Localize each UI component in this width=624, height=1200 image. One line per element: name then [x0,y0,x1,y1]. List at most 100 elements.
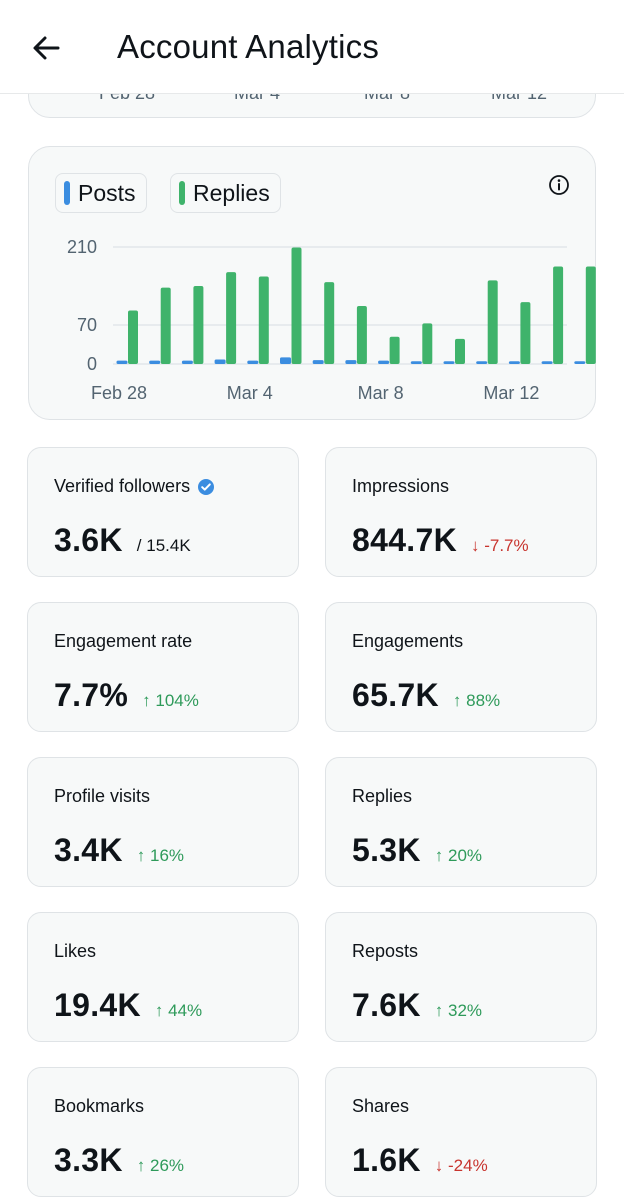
metric-value-row: 5.3K ↑ 20% [352,832,482,869]
metric-card-shares[interactable]: Shares 1.6K ↓ -24% [325,1067,597,1197]
metric-label: Verified followers [54,476,215,497]
replies-bar[interactable] [193,286,204,364]
metric-total: / 15.4K [136,536,191,555]
posts-bar[interactable] [181,360,193,364]
metric-card-verified-followers[interactable]: Verified followers 3.6K / 15.4K [27,447,299,577]
metric-change: ↑ 88% [452,691,501,710]
posts-bar[interactable] [508,361,520,364]
y-tick-label: 0 [87,354,97,374]
posts-swatch [64,181,70,205]
replies-bar[interactable] [356,306,367,364]
metric-label: Replies [352,786,412,807]
metric-value-row: 3.4K ↑ 16% [54,832,184,869]
metric-value: 19.4K [54,987,141,1023]
back-button[interactable] [28,30,64,66]
replies-bar[interactable] [585,266,596,365]
metric-label-text: Profile visits [54,786,151,806]
metric-change: ↑ 104% [142,691,199,710]
replies-bar[interactable] [487,280,498,364]
posts-bar[interactable] [280,357,291,364]
metric-change: ↑ 32% [434,1001,483,1020]
top-app-bar: Account Analytics [0,0,624,94]
metric-label-text: Engagement rate [54,631,193,651]
metric-value: 7.6K [352,987,421,1023]
posts-bar[interactable] [541,361,553,364]
replies-bar[interactable] [553,266,564,365]
metric-card-replies[interactable]: Replies 5.3K ↑ 20% [325,757,597,887]
replies-bar[interactable] [324,282,335,364]
metric-change: ↑ 16% [136,846,185,865]
metric-label: Reposts [352,941,418,962]
x-tick-label: Mar 8 [358,383,404,403]
arrow-left-icon [33,36,60,60]
metric-value-row: 65.7K ↑ 88% [352,677,500,714]
posts-bar[interactable] [476,361,488,364]
metric-card-bookmarks[interactable]: Bookmarks 3.3K ↑ 26% [27,1067,299,1197]
metric-label-text: Verified followers [54,476,191,496]
posts-bar[interactable] [345,360,357,364]
metric-change: ↑ 44% [154,1001,203,1020]
metric-label-text: Bookmarks [54,1096,145,1116]
metric-value-row: 19.4K ↑ 44% [54,987,202,1024]
replies-bar[interactable] [291,247,302,364]
y-tick-label: 70 [77,315,97,335]
metric-value-row: 3.6K / 15.4K [54,522,191,559]
replies-swatch [179,181,185,205]
metric-card-engagements[interactable]: Engagements 65.7K ↑ 88% [325,602,597,732]
replies-bar[interactable] [128,310,138,364]
metric-value-row: 1.6K ↓ -24% [352,1142,488,1179]
metric-change: ↓ -7.7% [471,536,529,555]
metric-value: 7.7% [54,677,129,713]
posts-bar[interactable] [312,360,324,364]
posts-bar[interactable] [149,360,161,364]
metric-label: Likes [54,941,96,962]
metric-card-likes[interactable]: Likes 19.4K ↑ 44% [27,912,299,1042]
verified-badge-icon [198,478,215,495]
info-icon[interactable] [548,174,570,196]
replies-bar[interactable] [258,276,269,364]
metric-change: ↑ 26% [136,1156,185,1175]
metric-value-row: 3.3K ↑ 26% [54,1142,184,1179]
metric-label-text: Likes [54,941,97,961]
metric-label-text: Shares [352,1096,410,1116]
page-title: Account Analytics [117,28,380,65]
metric-card-engagement-rate[interactable]: Engagement rate 7.7% ↑ 104% [27,602,299,732]
replies-bar[interactable] [455,338,465,364]
posts-bar[interactable] [443,361,455,364]
x-tick-label: Mar 12 [483,383,539,403]
metric-label: Engagement rate [54,631,192,652]
bar-chart: 0 70 210 Feb 28 Mar 4 Mar 8 Mar 12 [67,237,596,403]
metric-value-row: 7.7% ↑ 104% [54,677,199,714]
metric-card-reposts[interactable]: Reposts 7.6K ↑ 32% [325,912,597,1042]
metric-label: Bookmarks [54,1096,144,1117]
metric-value-row: 7.6K ↑ 32% [352,987,482,1024]
posts-bar[interactable] [214,359,226,364]
metric-value: 3.6K [54,522,123,558]
posts-bar[interactable] [116,360,128,364]
legend-posts[interactable]: Posts [55,173,147,213]
legend-posts-label: Posts [78,179,136,206]
metric-card-profile-visits[interactable]: Profile visits 3.4K ↑ 16% [27,757,299,887]
replies-bar[interactable] [389,336,400,364]
metric-change: ↓ -24% [434,1156,488,1175]
x-tick-label: Mar 4 [227,383,273,403]
replies-bar[interactable] [422,323,433,364]
posts-bar[interactable] [410,361,422,364]
replies-bar[interactable] [226,272,237,364]
metric-change: ↑ 20% [434,846,483,865]
metric-label-text: Replies [352,786,413,806]
replies-bar[interactable] [160,287,171,364]
posts-bar[interactable] [247,360,259,364]
legend-replies[interactable]: Replies [170,173,281,213]
posts-bar[interactable] [574,361,586,364]
legend-replies-label: Replies [193,179,270,206]
metric-value: 3.3K [54,1142,123,1178]
replies-bar[interactable] [520,302,531,364]
x-tick-label: Feb 28 [91,383,147,403]
metric-value: 844.7K [352,522,457,558]
posts-bar[interactable] [378,360,390,364]
metric-card-impressions[interactable]: Impressions 844.7K ↓ -7.7% [325,447,597,577]
metric-value-row: 844.7K ↓ -7.7% [352,522,529,559]
metric-value: 1.6K [352,1142,421,1178]
metric-value: 3.4K [54,832,123,868]
